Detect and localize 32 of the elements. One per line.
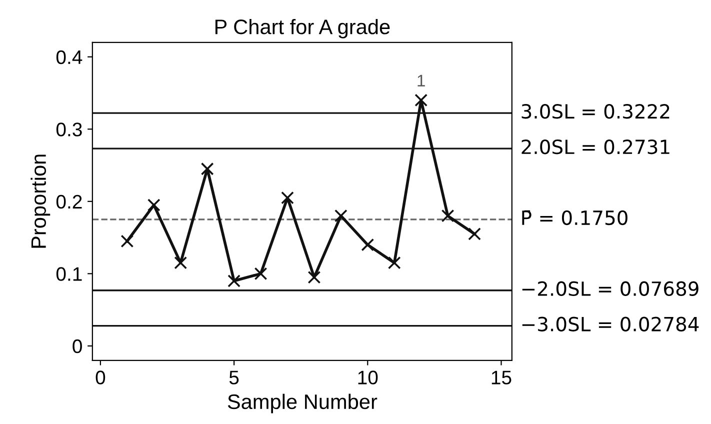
- y-tick-label: 0.2: [56, 194, 82, 209]
- ref-line-label: 3.0SL = 0.3222: [522, 104, 670, 119]
- point: [468, 227, 481, 240]
- x-tick-label: 10: [358, 370, 378, 384]
- point: [441, 209, 454, 222]
- point: [308, 270, 321, 284]
- y-tick-label: 0: [72, 339, 82, 354]
- annotation: 1: [418, 74, 425, 86]
- ref-line-label: −3.0SL = 0.02784: [522, 316, 699, 332]
- ref-line-label: 2.0SL = 0.2731: [522, 140, 670, 154]
- chart-title: P Chart for A grade: [215, 18, 390, 38]
- point: [228, 274, 240, 288]
- ref-line-label: P̄ = 0.1750: [522, 210, 628, 226]
- point: [281, 191, 294, 204]
- y-tick-label: 0.1: [56, 267, 82, 281]
- point: [200, 162, 214, 176]
- point: [174, 256, 188, 270]
- point: [414, 94, 428, 107]
- point: [120, 234, 134, 248]
- x-tick-label: 5: [229, 370, 239, 384]
- point: [147, 198, 160, 212]
- point: [361, 238, 374, 252]
- point: [254, 267, 268, 280]
- x-axis-title: Sample Number: [228, 394, 378, 414]
- ref-line-label: −2.0SL = 0.07689: [522, 281, 698, 296]
- y-tick-label: 0.3: [56, 122, 82, 136]
- point: [334, 209, 348, 222]
- point: [388, 256, 401, 270]
- x-tick-label: 0: [96, 370, 106, 384]
- y-tick-label: 0.4: [56, 50, 82, 64]
- x-tick-label: 15: [492, 370, 512, 384]
- y-axis-title: Proportion: [30, 154, 50, 248]
